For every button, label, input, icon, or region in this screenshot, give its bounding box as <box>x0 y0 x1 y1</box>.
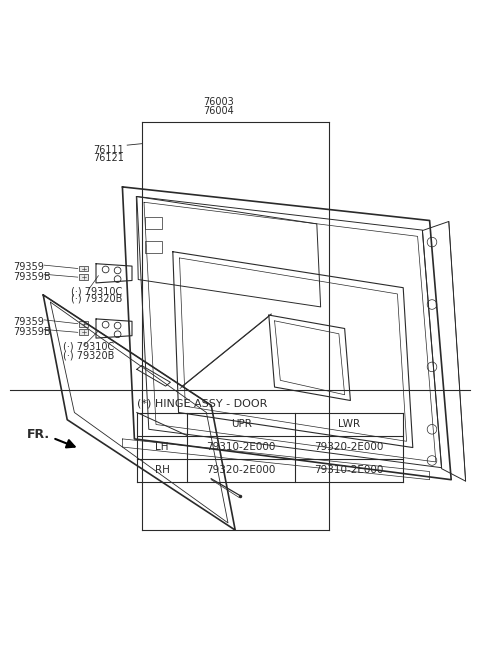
Text: 76004: 76004 <box>203 106 234 116</box>
Text: LWR: LWR <box>338 419 360 429</box>
Bar <box>145 241 162 253</box>
Text: 76121: 76121 <box>94 153 124 164</box>
Text: 79310-2E000: 79310-2E000 <box>206 442 276 452</box>
Text: UPR: UPR <box>231 419 252 429</box>
Bar <box>79 329 88 335</box>
Bar <box>79 274 88 280</box>
Text: 79320-2E000: 79320-2E000 <box>206 465 276 475</box>
Bar <box>145 217 162 229</box>
Text: 76003: 76003 <box>203 97 234 107</box>
Text: 79320-2E000: 79320-2E000 <box>314 442 384 452</box>
Bar <box>79 321 88 327</box>
Text: RH: RH <box>155 465 169 475</box>
Text: (·) 79310C: (·) 79310C <box>63 342 115 352</box>
Text: (·) 79310C: (·) 79310C <box>71 286 122 296</box>
Text: (·) 79320B: (·) 79320B <box>71 294 122 304</box>
Text: 79359: 79359 <box>13 262 44 272</box>
Text: 79359B: 79359B <box>13 327 51 337</box>
Text: 79359: 79359 <box>13 317 44 327</box>
Text: (*) HINGE ASSY - DOOR: (*) HINGE ASSY - DOOR <box>137 398 267 408</box>
Text: 76111: 76111 <box>94 145 124 155</box>
Text: 79310-2E000: 79310-2E000 <box>314 465 384 475</box>
Text: LH: LH <box>155 442 169 452</box>
Text: (·) 79320B: (·) 79320B <box>63 350 115 360</box>
Text: FR.: FR. <box>26 428 49 441</box>
Text: 79359B: 79359B <box>13 272 51 282</box>
Bar <box>79 265 88 271</box>
